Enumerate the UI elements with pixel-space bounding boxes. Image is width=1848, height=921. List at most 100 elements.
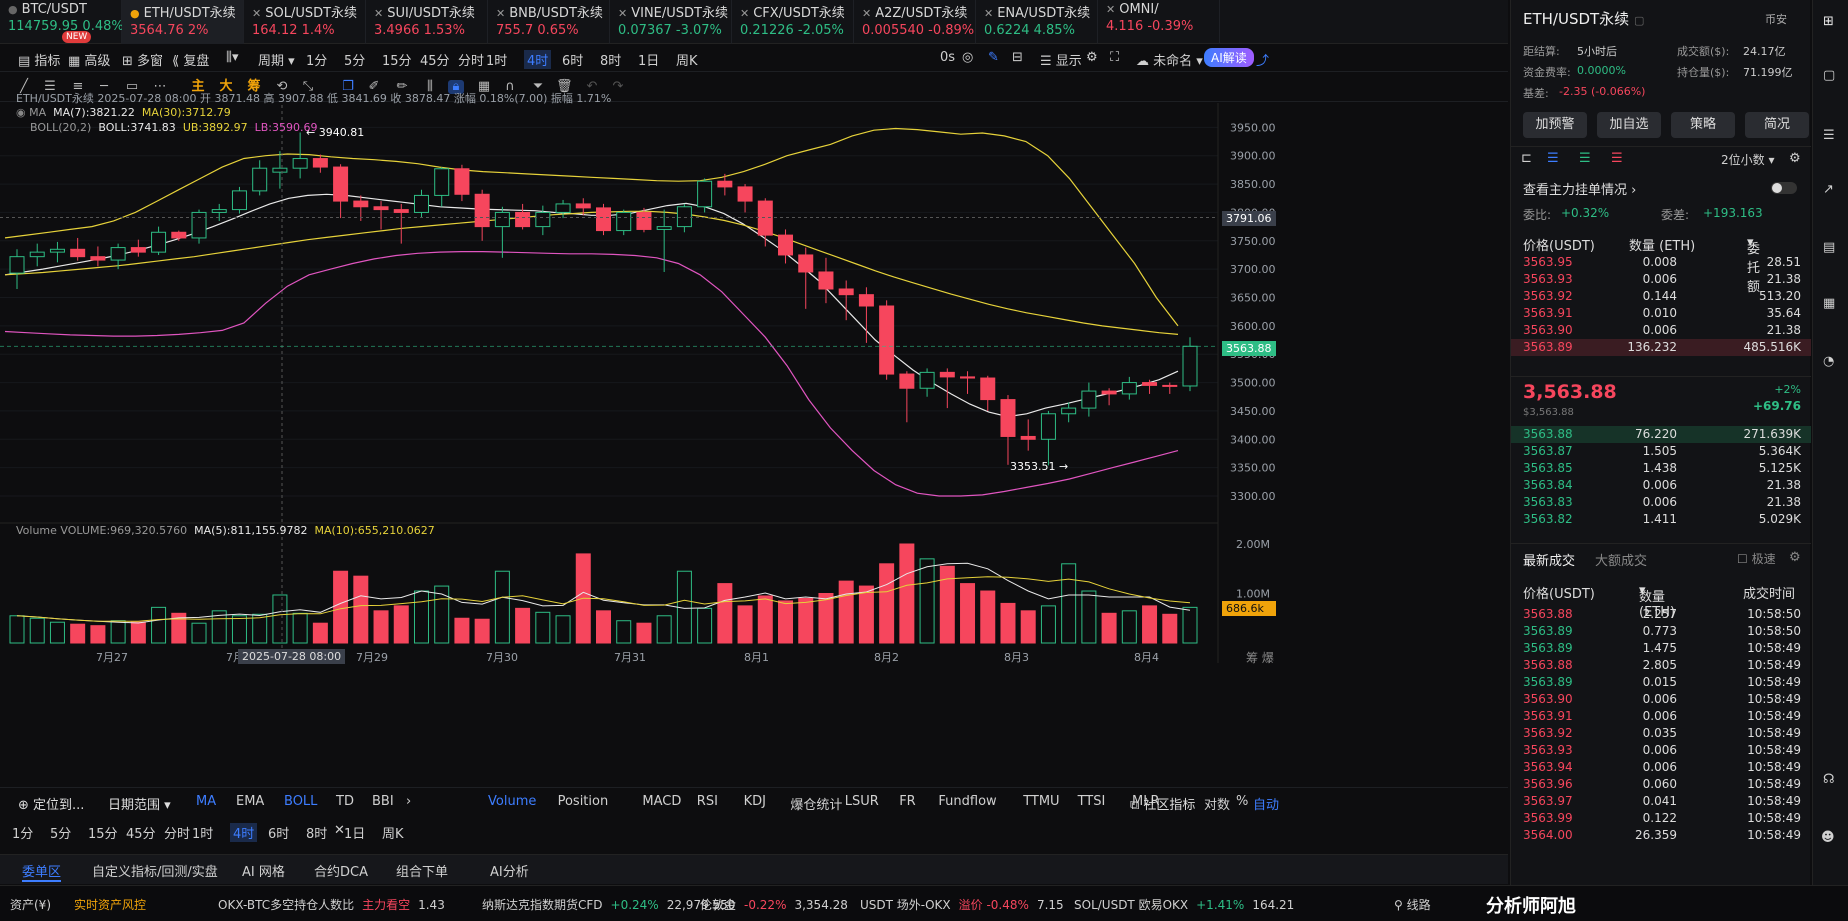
interval-8[interactable]: 8时 — [306, 827, 328, 842]
layout-dropdown[interactable]: ☁ 未命名 ▾ — [1136, 54, 1203, 69]
book-row[interactable]: 3563.82 1.411 5.029K — [1511, 511, 1811, 528]
sub-indicator-9[interactable]: TTMU — [1023, 794, 1060, 809]
book-row[interactable]: 3563.87 1.505 5.364K — [1511, 443, 1811, 460]
ai-read-button[interactable]: AI解读 — [1204, 48, 1254, 67]
indicator-1[interactable]: EMA — [236, 794, 265, 809]
ticker-tab[interactable]: ● ETH/USDT永续 3564.76 2% — [122, 0, 244, 44]
book-row[interactable]: 3563.88 76.220 271.639K — [1511, 426, 1811, 443]
interval-1[interactable]: 5分 — [344, 54, 366, 69]
undo-icon[interactable]: ↶ — [586, 79, 598, 94]
close-icon[interactable]: ✕ — [252, 7, 262, 20]
headset-icon[interactable]: ☊ — [1823, 772, 1835, 787]
book-row[interactable]: 3563.93 0.006 21.38 — [1511, 271, 1811, 288]
close-icon[interactable]: ✕ — [496, 7, 506, 20]
date-range-dropdown[interactable]: 日期范围 ▾ — [108, 798, 171, 813]
big-order-toggle[interactable]: 大 — [219, 79, 233, 94]
line-selector[interactable]: ⚲ 线路 — [1394, 898, 1431, 912]
interval-5[interactable]: 1时 — [486, 54, 508, 69]
sub-indicator-6[interactable]: LSUR — [844, 794, 879, 809]
interval-2[interactable]: 15分 — [88, 827, 118, 842]
interval-10[interactable]: 周K — [676, 54, 698, 69]
interval-4[interactable]: 分时 — [458, 54, 485, 69]
book-asks-icon[interactable]: ☰ — [1611, 151, 1623, 166]
status-item-4[interactable]: SOL/USDT 欧易OKX +1.41% 164.21 — [1074, 896, 1294, 913]
bottom-tab-2[interactable]: AI 网格 — [242, 865, 285, 880]
period-dropdown[interactable]: 周期 ▾ — [258, 54, 295, 69]
sub-indicator-4[interactable]: KDJ — [743, 794, 766, 809]
parallel-lines-icon[interactable]: ☰ — [44, 79, 56, 94]
replace-icon[interactable]: ⟲ — [276, 79, 288, 94]
ticker-tab[interactable]: ✕ A2Z/USDT永续 0.005540 -0.89% — [854, 0, 976, 44]
chevron-right-icon[interactable]: › — [406, 794, 412, 809]
big-orders-toggle[interactable] — [1771, 182, 1797, 194]
book-row[interactable]: 3563.84 0.006 21.38 — [1511, 477, 1811, 494]
close-icon[interactable]: ✕ — [740, 7, 750, 20]
sub-indicator-11[interactable]: MLR — [1132, 794, 1160, 809]
chips-toggle[interactable]: 筹 — [247, 79, 261, 94]
bottom-tab-0[interactable]: 委单区 — [22, 861, 62, 882]
sub-indicator-1[interactable]: Position — [557, 794, 609, 809]
sub-indicator-10[interactable]: TTSI — [1077, 794, 1106, 809]
layout-icon[interactable]: ▦ — [1823, 296, 1836, 311]
community-indicators[interactable]: ⧉ 社区指标 — [1130, 798, 1196, 813]
book-both-icon[interactable]: ⊏ — [1521, 151, 1532, 166]
ticker-tab[interactable]: ✕ CFX/USDT永续 0.21226 -2.05% — [732, 0, 854, 44]
book-row[interactable]: 3563.90 0.006 21.38 — [1511, 322, 1811, 339]
interval-5[interactable]: 1时 — [192, 827, 214, 842]
ticker-tab[interactable]: ✕ ENA/USDT永续 0.6224 4.85% — [976, 0, 1098, 44]
close-icon[interactable]: ✕ — [618, 7, 628, 20]
interval-1[interactable]: 5分 — [50, 827, 72, 842]
sub-indicator-8[interactable]: Fundflow — [938, 794, 997, 809]
big-trades-tab[interactable]: 大额成交 — [1595, 554, 1648, 569]
pen-icon[interactable]: ✎ — [988, 50, 999, 65]
brush-icon[interactable]: ✏ — [396, 79, 408, 94]
close-intervals-icon[interactable]: ✕ — [334, 823, 345, 838]
mascot-icon[interactable]: ☻ — [1821, 830, 1835, 845]
rectangle-icon[interactable]: ▭ — [125, 79, 139, 94]
advanced-button[interactable]: ▦ 高级 — [68, 54, 111, 69]
lock-icon[interactable]: 🔒︎ — [448, 80, 464, 94]
panel-icon[interactable]: ▤ — [1823, 240, 1836, 255]
list-icon[interactable]: ☰ — [1823, 128, 1835, 143]
chart-type-icon[interactable]: ⫼▾ — [226, 50, 239, 65]
interval-2[interactable]: 15分 — [382, 54, 412, 69]
interval-7[interactable]: 6时 — [268, 827, 290, 842]
indicator-0[interactable]: MA — [196, 794, 217, 809]
sub-indicator-2[interactable]: MACD — [642, 794, 682, 809]
latest-trades-tab[interactable]: 最新成交 — [1523, 554, 1576, 569]
book-split-icon[interactable]: ☰ — [1547, 151, 1559, 166]
camera-icon[interactable]: ◎ — [962, 50, 974, 65]
interval-4[interactable]: 分时 — [164, 827, 191, 842]
book-row[interactable]: 3563.83 0.006 21.38 — [1511, 494, 1811, 511]
display-button[interactable]: ☰ 显示 — [1040, 54, 1082, 69]
magnet-icon[interactable]: ∩ — [505, 79, 515, 94]
log-scale-toggle[interactable]: 对数 — [1204, 798, 1231, 813]
gauge-icon[interactable]: ◔ — [1823, 354, 1835, 369]
bottom-tab-1[interactable]: 自定义指标/回测/实盘 — [92, 865, 218, 880]
interval-8[interactable]: 8时 — [600, 54, 622, 69]
trades-settings-icon[interactable]: ⚙ — [1789, 550, 1801, 565]
horizontal-ray-icon[interactable]: ≡ — [72, 79, 84, 94]
indicator-3[interactable]: TD — [336, 794, 354, 809]
trendline-icon[interactable]: ╱ — [20, 79, 28, 94]
decimals-dropdown[interactable]: 2位小数 ▾ — [1721, 153, 1775, 167]
interval-10[interactable]: 周K — [382, 827, 404, 842]
sub-indicator-0[interactable]: Volume — [488, 794, 537, 809]
interval-6[interactable]: 4时 — [524, 50, 552, 69]
eye-icon[interactable]: ◉ — [16, 106, 26, 119]
ticker-tab[interactable]: ✕ BNB/USDT永续 755.7 0.65% — [488, 0, 610, 44]
ticker-tab[interactable]: ✕ VINE/USDT永续 0.07367 -3.07% — [610, 0, 732, 44]
percent-toggle[interactable]: % — [1236, 794, 1249, 809]
interval-9[interactable]: 1日 — [344, 827, 366, 842]
ticker-tab[interactable]: ✕ SOL/USDT永续 164.12 1.4% — [244, 0, 366, 44]
interval-6[interactable]: 4时 — [230, 823, 258, 842]
ticker-tab[interactable]: ● BTC/USDT 114759.95 0.48% — [0, 0, 124, 44]
redo-icon[interactable]: ↷ — [612, 79, 624, 94]
summary-button[interactable]: 简况 — [1745, 112, 1809, 138]
bottom-tab-3[interactable]: 合约DCA — [314, 865, 368, 880]
ruler-icon[interactable]: ⊟ — [1012, 50, 1023, 65]
close-icon[interactable]: ✕ — [862, 7, 872, 20]
interval-3[interactable]: 45分 — [420, 54, 450, 69]
calendar-icon[interactable]: ▦ — [477, 79, 491, 94]
trash-icon[interactable]: 🗑︎ — [556, 79, 573, 94]
